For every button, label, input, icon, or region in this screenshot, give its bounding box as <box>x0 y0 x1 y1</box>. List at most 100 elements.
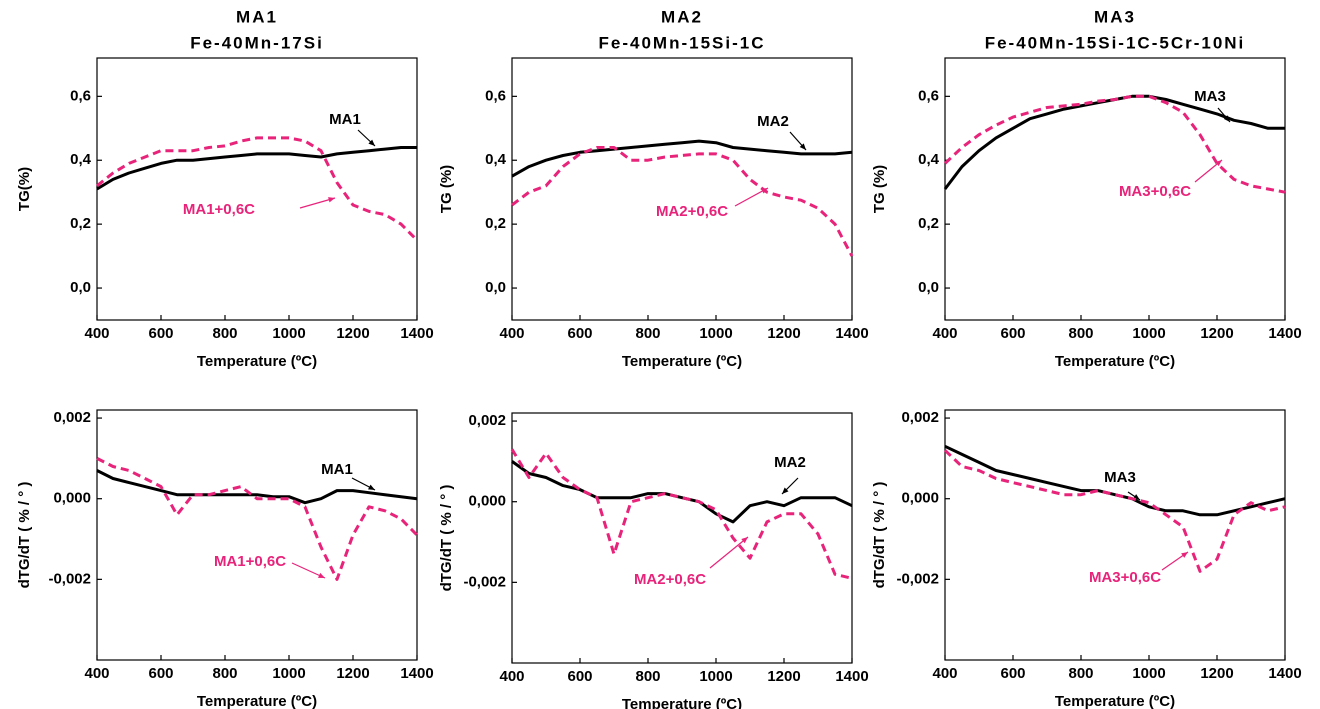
plot-frame <box>511 57 853 321</box>
x-axis-title: Temperature (ºC) <box>622 696 742 709</box>
chart-subtitle: Fe-40Mn-15Si-1C <box>599 33 766 52</box>
series-label: MA2+0,6C <box>634 571 706 588</box>
series-label: MA1 <box>321 461 353 478</box>
y-axis-title: TG (%) <box>871 165 888 213</box>
x-tick-label: 400 <box>84 665 109 682</box>
x-tick-label: 600 <box>1000 325 1025 342</box>
series-label: MA1+0,6C <box>214 553 286 570</box>
series-label: MA3 <box>1194 88 1226 105</box>
x-tick-label: 1200 <box>1200 325 1233 342</box>
x-tick-label: 800 <box>212 325 237 342</box>
series-label: MA3+0,6C <box>1089 569 1161 586</box>
y-tick-label: 0,4 <box>485 151 507 168</box>
x-axis-title: Temperature (ºC) <box>197 693 317 709</box>
y-axis-title: TG(%) <box>16 167 33 211</box>
x-tick-label: 400 <box>499 325 524 342</box>
y-tick-label: -0,002 <box>48 570 91 587</box>
arrow-head <box>1181 552 1188 558</box>
series-line <box>943 94 1286 194</box>
y-tick-label: 0,4 <box>70 151 92 168</box>
x-tick-label: 1000 <box>272 325 305 342</box>
y-tick-label: 0,6 <box>485 87 506 104</box>
y-tick-label: -0,002 <box>463 573 506 590</box>
y-tick-label: -0,002 <box>896 570 939 587</box>
y-tick-label: 0,6 <box>70 87 91 104</box>
x-tick-label: 1200 <box>767 668 800 685</box>
y-tick-label: 0,0 <box>485 279 506 296</box>
panel: 400 600 800 1000 1200 1400 -0,002 0,000 0,002 Tem… <box>871 409 1302 709</box>
x-axis-title: Temperature (ºC) <box>1055 693 1175 709</box>
arrow-head <box>799 143 806 150</box>
arrow-head <box>368 139 375 146</box>
x-tick-label: 1200 <box>1200 665 1233 682</box>
x-tick-label: 1200 <box>336 325 369 342</box>
x-tick-label: 1400 <box>835 325 868 342</box>
series-label: MA1 <box>329 111 361 128</box>
series-label: MA3 <box>1104 469 1136 486</box>
x-axis-title: Temperature (ºC) <box>1055 353 1175 370</box>
x-tick-label: 400 <box>84 325 109 342</box>
y-tick-label: 0,0 <box>918 279 939 296</box>
series-line <box>944 444 1286 517</box>
x-tick-label: 1400 <box>400 665 433 682</box>
series-label: MA3+0,6C <box>1119 183 1191 200</box>
series-label: MA2 <box>757 113 789 130</box>
panel: MA3 Fe-40Mn-15Si-1C-5Cr-10Ni 400 600 800 1000… <box>871 7 1302 369</box>
y-axis-title: dTG/dT ( % / ° ) <box>871 482 888 589</box>
x-tick-label: 800 <box>635 325 660 342</box>
x-axis-title: Temperature (ºC) <box>622 353 742 370</box>
x-tick-label: 1000 <box>1132 325 1165 342</box>
x-tick-label: 400 <box>932 325 957 342</box>
series-label: MA2 <box>774 454 806 471</box>
label-arrow <box>709 536 749 569</box>
series-line <box>96 136 419 242</box>
panel: MA1 Fe-40Mn-17Si 400 600 800 1000 1200 1400 0,0 0… <box>16 7 434 369</box>
series-line <box>943 449 1286 573</box>
arrow-head <box>328 197 335 203</box>
arrow-head <box>761 188 768 194</box>
series-line <box>943 94 1285 190</box>
y-tick-label: 0,000 <box>53 490 91 507</box>
x-tick-label: 600 <box>148 665 173 682</box>
plot-frame <box>944 57 1286 321</box>
x-tick-label: 600 <box>567 325 592 342</box>
panel: 400 600 800 1000 1200 1400 -0,002 0,000 0,002 Tem… <box>16 409 434 709</box>
chart-subtitle: Fe-40Mn-15Si-1C-5Cr-10Ni <box>985 33 1246 52</box>
series-line <box>511 146 854 257</box>
x-tick-label: 400 <box>932 665 957 682</box>
plot-frame <box>511 412 853 664</box>
plot-frame <box>944 409 1286 661</box>
arrow-head <box>782 487 789 494</box>
panel: MA2 Fe-40Mn-15Si-1C 400 600 800 1000 1200 1400 0… <box>438 7 869 369</box>
x-tick-label: 400 <box>499 668 524 685</box>
x-tick-label: 800 <box>212 665 237 682</box>
x-tick-label: 1200 <box>767 325 800 342</box>
series-label: MA2+0,6C <box>656 203 728 220</box>
chart-title: MA3 <box>1094 7 1136 26</box>
y-tick-label: 0,002 <box>901 409 939 426</box>
y-tick-label: 0,0 <box>70 279 91 296</box>
chart-title: MA1 <box>236 7 278 26</box>
plot-frame <box>96 57 418 321</box>
plot-frame <box>96 409 418 661</box>
y-tick-label: 0,2 <box>70 215 91 232</box>
y-tick-label: 0,000 <box>901 490 939 507</box>
x-tick-label: 600 <box>148 325 173 342</box>
y-tick-label: 0,4 <box>918 151 940 168</box>
series-label: MA1+0,6C <box>183 201 255 218</box>
x-tick-label: 800 <box>1068 325 1093 342</box>
x-tick-label: 1400 <box>835 668 868 685</box>
chart-title: MA2 <box>661 7 703 26</box>
y-tick-label: 0,000 <box>468 493 506 510</box>
y-axis-title: TG (%) <box>438 165 455 213</box>
y-tick-label: 0,2 <box>485 215 506 232</box>
series-line <box>511 460 853 524</box>
arrow-head <box>1223 115 1230 122</box>
y-tick-label: 0,002 <box>53 409 91 426</box>
x-tick-label: 1000 <box>272 665 305 682</box>
x-axis-title: Temperature (ºC) <box>197 353 317 370</box>
y-tick-label: 0,6 <box>918 87 939 104</box>
x-tick-label: 600 <box>567 668 592 685</box>
x-tick-label: 1000 <box>699 668 732 685</box>
